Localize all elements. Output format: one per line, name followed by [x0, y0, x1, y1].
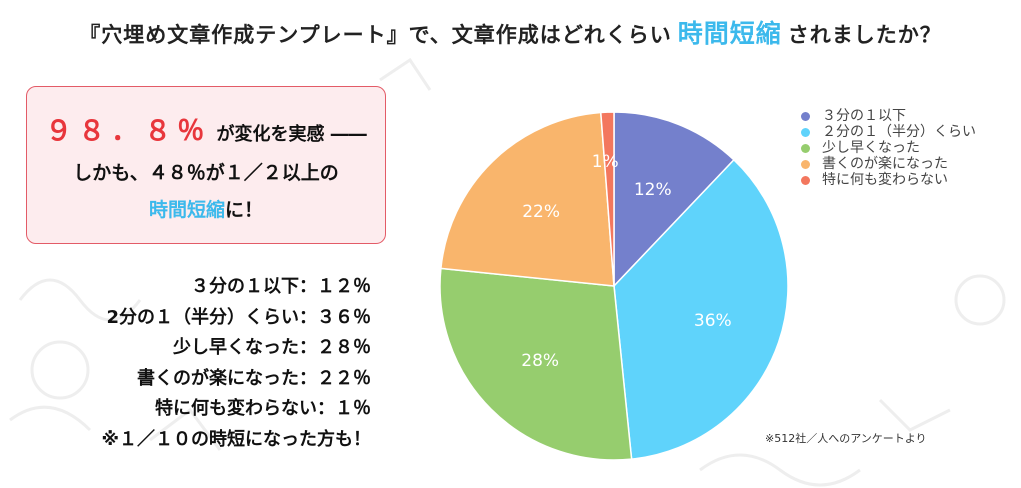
pie-slice-one-third-or-less — [613, 111, 735, 288]
pie-label-a-bit-faster: 28% — [521, 351, 559, 371]
callout-line3-rest: に！ — [225, 199, 264, 221]
legend-item-about-half: ２分の１（半分）くらい — [801, 124, 976, 140]
callout-line-3: 時間短縮に！ — [27, 195, 385, 222]
breakdown-item: ３分の１以下：１２％ — [191, 276, 371, 297]
breakdown-item: 書くのが楽になった：２２％ — [137, 367, 371, 389]
legend-swatch — [801, 111, 810, 121]
summary-callout: ９８．８％ が変化を実感 ―― しかも、４８％が１／２以上の 時間短縮に！ — [26, 86, 386, 244]
legend-swatch — [801, 159, 810, 169]
callout-line1-rest: が変化を実感 ―― — [216, 124, 367, 145]
legend-label: 書くのが楽になった — [822, 156, 948, 172]
legend-item-one-third-or-less: ３分の１以下 — [801, 108, 976, 124]
title-prefix: 『穴埋め文章作成テンプレート』で、文章作成はどれくらい — [79, 23, 672, 47]
pie-label-no-change: 1% — [592, 152, 619, 172]
legend-swatch — [801, 143, 810, 153]
pie-label-about-half: 36% — [694, 311, 732, 331]
pie-slice-about-half — [613, 158, 788, 460]
breakdown-item: 2分の１（半分）くらい：３６％ — [106, 306, 371, 328]
pie-slice-no-change — [599, 111, 615, 287]
legend-item-a-bit-faster: 少し早くなった — [801, 140, 976, 156]
callout-percent: ９８．８％ — [45, 116, 211, 147]
legend-swatch — [801, 175, 810, 185]
breakdown-item: 特に何も変わらない：１％ — [155, 398, 371, 419]
source-note: ※512社／人へのアンケートより — [765, 432, 927, 445]
callout-highlight: 時間短縮 — [148, 199, 225, 221]
legend-item-no-change: 特に何も変わらない — [801, 172, 976, 188]
breakdown-list: ３分の１以下：１２％ 2分の１（半分）くらい：３６％ 少し早くなった：２８％ 書… — [102, 272, 372, 455]
breakdown-item: 少し早くなった：２８％ — [173, 337, 371, 358]
pie-slice-easier-to-write — [440, 111, 615, 287]
pie-label-one-third-or-less: 12% — [634, 180, 672, 200]
legend-item-easier-to-write: 書くのが楽になった — [801, 156, 976, 172]
pie-label-easier-to-write: 22% — [522, 202, 560, 222]
legend-label: 特に何も変わらない — [822, 172, 948, 188]
title-highlight: 時間短縮 — [677, 19, 782, 48]
pie-slice-a-bit-faster — [439, 267, 633, 460]
pie-chart: 12% 36% 28% 22% 1% — [439, 111, 788, 460]
chart-legend: ３分の１以下 ２分の１（半分）くらい 少し早くなった 書くのが楽になった 特に何も変わら… — [801, 108, 976, 188]
title-suffix: されましたか？ — [787, 23, 942, 47]
callout-line-1: ９８．８％ が変化を実感 ―― — [27, 109, 385, 148]
breakdown-footnote: ※１／１０の時短になった方も！ — [101, 428, 372, 450]
legend-label: ２分の１（半分）くらい — [822, 124, 976, 140]
legend-label: ３分の１以下 — [822, 108, 906, 124]
legend-swatch — [801, 127, 810, 137]
callout-line-2: しかも、４８％が１／２以上の — [73, 162, 339, 184]
legend-label: 少し早くなった — [822, 140, 920, 156]
page-title: 『穴埋め文章作成テンプレート』で、文章作成はどれくらい 時間短縮 されましたか？ — [0, 14, 1021, 50]
